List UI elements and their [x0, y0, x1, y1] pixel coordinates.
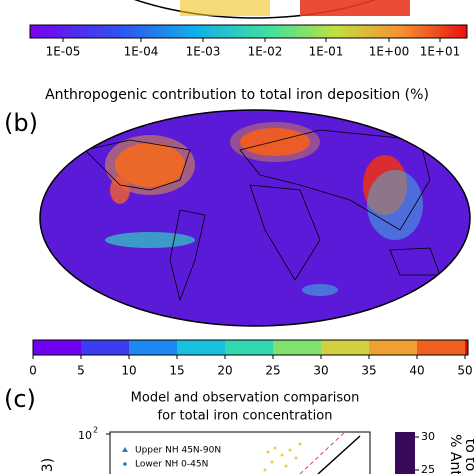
one-to-one-line	[317, 435, 361, 474]
colorbar-tick-label: 1E-01	[309, 45, 344, 59]
map-a-remnant	[133, 0, 410, 19]
scatter-axes	[109, 431, 371, 474]
map-b	[40, 110, 470, 326]
colorbar-tick-label: 1E-03	[186, 45, 221, 59]
panel-b-label: (b)	[4, 109, 38, 137]
colorbar-tick-label: 25	[265, 364, 280, 378]
panel-c-title: for total iron concentration	[158, 409, 333, 424]
panel-b-title: Anthropogenic contribution to total iron…	[45, 87, 429, 103]
scatter-points	[263, 442, 302, 472]
panel-c-label: (c)	[4, 385, 36, 413]
colorbar-tick-label: 15	[169, 364, 184, 378]
colorbar-tick-label: 30	[421, 430, 435, 443]
colorbar-label: % Ant	[447, 434, 463, 474]
colorbar-tick-label: 25	[421, 463, 435, 474]
legend-marker	[123, 462, 127, 466]
colorbar-tick-label: 1E-04	[124, 45, 159, 59]
colorbar-bin	[465, 340, 468, 355]
colorbar-tick-label: 20	[217, 364, 232, 378]
colorbar-tick-label: 1E-05	[46, 45, 81, 59]
colorbar-tick-label: 1E-02	[248, 45, 283, 59]
colorbar-tick-label: 30	[313, 364, 328, 378]
colorbar-bin	[129, 340, 177, 355]
colorbar-tick-label: 0	[29, 364, 37, 378]
colorbar-a	[29, 24, 468, 39]
colorbar-tick-label: 1E+00	[369, 45, 410, 59]
colorbar-bin	[321, 340, 369, 355]
colorbar-bin	[33, 340, 81, 355]
y-tick-label: 10	[78, 429, 92, 442]
colorbar-c	[395, 432, 415, 474]
ratio-line	[299, 431, 346, 474]
colorbar-tick-label: 5	[77, 364, 85, 378]
legend-label: Upper NH 45N-90N	[135, 446, 221, 456]
y-tick-exponent: 2	[93, 426, 98, 435]
colorbar-bin	[177, 340, 225, 355]
colorbar-frame	[32, 339, 469, 356]
colorbar-tick-label: 10	[121, 364, 136, 378]
colorbar-bin	[417, 340, 465, 355]
colorbar-tick-label: 1E+01	[420, 45, 461, 59]
colorbar-bin	[81, 340, 129, 355]
colorbar-bin	[369, 340, 417, 355]
legend-label: Lower NH 0-45N	[135, 460, 208, 470]
colorbar-tick-label: 35	[361, 364, 376, 378]
legend-marker	[122, 447, 128, 452]
colorbar-bin	[225, 340, 273, 355]
colorbar-tick-label: 50	[457, 364, 472, 378]
y-axis-label: 3)	[40, 458, 56, 472]
panel-c-title: Model and observation comparison	[131, 391, 360, 406]
colorbar-tick-label: 40	[409, 364, 424, 378]
colorbar-bin	[273, 340, 321, 355]
colorbar-label: to to	[462, 439, 474, 472]
